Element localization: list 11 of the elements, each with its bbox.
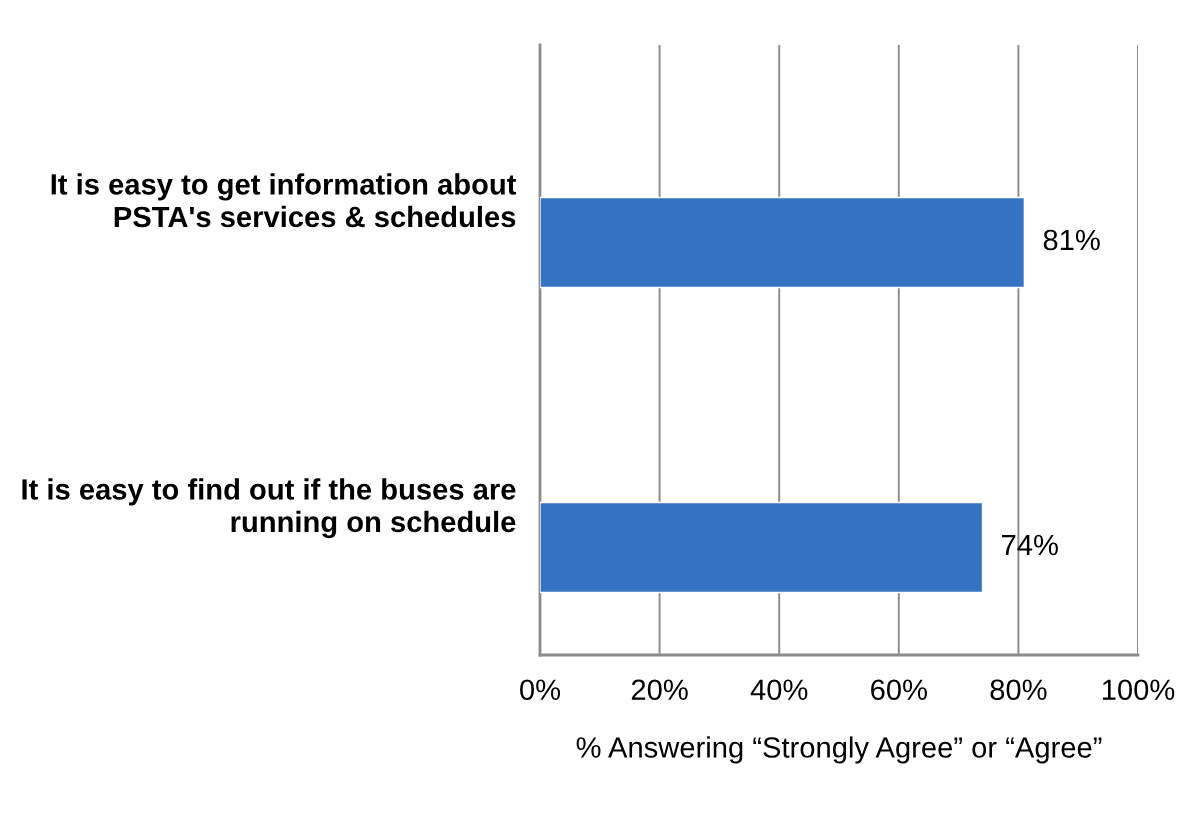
x-tick-label: 40% (750, 679, 808, 701)
x-tick-label: 60% (871, 679, 927, 701)
data-label: 81% (1043, 229, 1100, 251)
x-tick-label: 80% (990, 679, 1047, 701)
y-tick-label: It is easy to get information about PSTA's services & schedules (51, 173, 517, 228)
x-tick-label: 20% (631, 679, 688, 701)
x-axis-title: % Answering “Strongly Agree” or “Agree” (576, 736, 1102, 764)
x-tick-label: 100% (1102, 679, 1175, 701)
data-label: 74% (1002, 534, 1058, 556)
y-tick-label: It is easy to find out if the buses are running on schedule (22, 478, 516, 539)
x-tick-label: 0% (520, 679, 561, 701)
